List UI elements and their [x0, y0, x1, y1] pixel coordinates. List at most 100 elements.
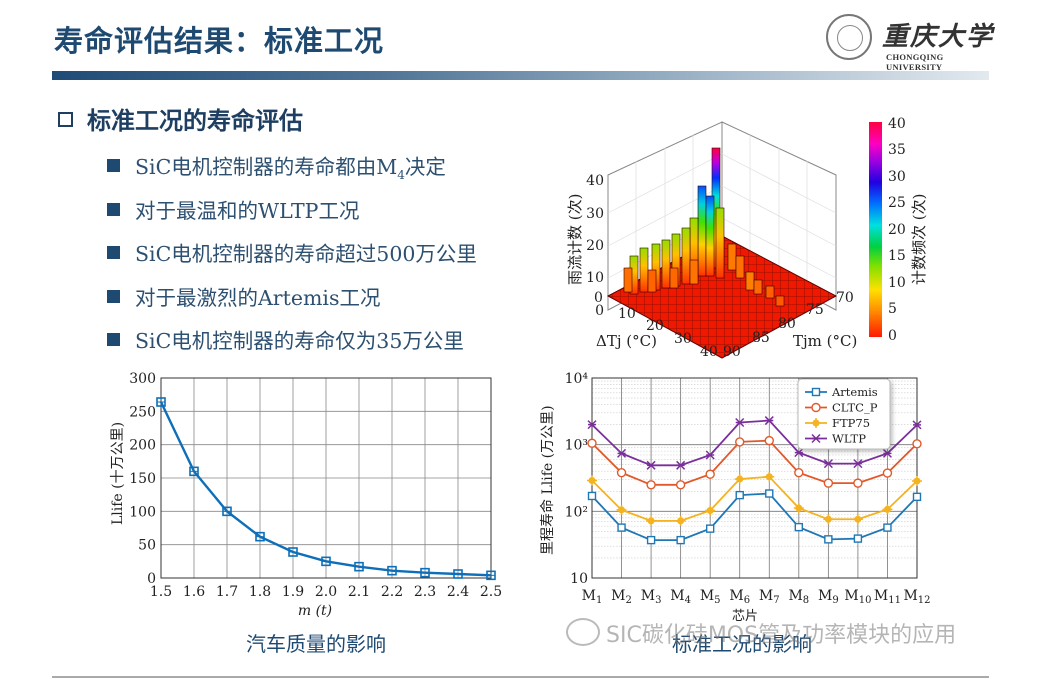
x-tick: 1.7 — [216, 584, 238, 600]
z-tick: 30 — [586, 206, 604, 222]
left-chart-caption: 汽车质量的影响 — [246, 632, 386, 656]
legend-label: FTP75 — [832, 416, 870, 430]
mass-influence-chart: 0 50 100 150 200 250 300 1.5 1.6 1.7 1.8 1.9 2.0 2.1 2… — [110, 371, 502, 619]
x-tick: M10 — [844, 588, 871, 606]
colorbar-tick: 20 — [888, 222, 906, 238]
y-tick: 200 — [129, 438, 156, 454]
bullet-subscript: 4 — [397, 168, 405, 183]
checkbox-bullet-icon — [58, 112, 73, 127]
bullet-text: SiC电机控制器的寿命仅为35万公里 — [135, 329, 464, 353]
z-tick: 0 — [595, 303, 604, 319]
colorbar-tick: 30 — [888, 169, 906, 185]
square-bullet-icon — [107, 289, 120, 303]
colorbar-tick: 15 — [888, 248, 906, 264]
z-axis-label: 雨流计数 (次) — [566, 194, 584, 285]
x-tick: M12 — [903, 588, 930, 606]
colorbar-label: 计数频次 (次) — [910, 194, 928, 285]
y-tick: 250 — [129, 404, 156, 420]
colorbar-tick: 25 — [888, 195, 906, 211]
x-tick: 2.4 — [447, 584, 469, 600]
x-axis-label: ΔTj (°C) — [596, 332, 657, 350]
x-tick: 2.2 — [381, 584, 403, 600]
colorbar-tick: 35 — [888, 142, 906, 158]
university-seal-icon — [826, 14, 872, 60]
x-tick: 2.1 — [348, 584, 370, 600]
y-tick: 10³ — [565, 438, 588, 454]
x-tick: 0 — [594, 290, 603, 306]
z-tick: 10 — [586, 270, 604, 286]
y-tick: 300 — [129, 371, 156, 387]
y-tick: 0 — [147, 571, 156, 587]
logo-english-name: CHONGQING UNIVERSITY — [886, 52, 944, 72]
y-tick: 50 — [138, 538, 156, 554]
x-tick: M3 — [641, 588, 662, 606]
series-cltc-p — [587, 435, 922, 490]
colorbar-tick: 10 — [888, 275, 906, 291]
x-tick: 2.3 — [414, 584, 436, 600]
colorbar-tick: 40 — [888, 116, 906, 132]
series-artemis — [587, 489, 922, 545]
y-tick: 90 — [723, 344, 741, 360]
bullet-item: SiC电机控制器的寿命都由M4决定 — [107, 150, 477, 194]
x-tick: M4 — [670, 588, 691, 606]
x-tick: M5 — [700, 588, 721, 606]
section-title: 标准工况的寿命评估 — [87, 107, 303, 135]
university-logo: 重庆大学 CHONGQING UNIVERSITY — [826, 14, 996, 72]
bullet-item: 对于最激烈的Artemis工况 — [107, 281, 477, 325]
x-tick: M7 — [759, 588, 780, 606]
y-tick: 85 — [752, 330, 770, 346]
watermark-text: SIC碳化硅MOS管及功率模块的应用 — [606, 623, 957, 648]
z-tick: 20 — [586, 238, 604, 254]
title-banner — [52, 71, 989, 80]
bullet-text: 对于最温和的WLTP工况 — [135, 198, 360, 223]
square-bullet-icon — [107, 246, 120, 259]
x-tick: 20 — [646, 318, 664, 334]
bullet-text: 对于最激烈的Artemis工况 — [135, 285, 381, 310]
x-tick: 30 — [674, 331, 692, 347]
wechat-icon — [566, 618, 600, 646]
bullet-item: 对于最温和的WLTP工况 — [107, 194, 477, 238]
section-heading: 标准工况的寿命评估 — [58, 101, 303, 136]
colorbar — [869, 122, 882, 337]
legend-label: Artemis — [831, 385, 878, 399]
y-tick: 10⁴ — [565, 371, 589, 387]
footer-rule — [52, 676, 989, 678]
y-axis-label: Llife (十万公里) — [110, 422, 126, 525]
bullet-text: SiC电机控制器的寿命都由M — [135, 155, 398, 179]
legend-item: CLTC_P — [805, 401, 878, 415]
x-axis-label: m (t) — [298, 603, 332, 619]
y-tick: 75 — [806, 302, 824, 318]
legend-label: WLTP — [832, 432, 866, 446]
bullet-text: SiC电机控制器的寿命超过500万公里 — [135, 242, 477, 266]
series-ftp75 — [587, 471, 922, 526]
logo-chinese-name: 重庆大学 — [882, 22, 995, 52]
colorbar-tick: 0 — [888, 328, 897, 344]
y-axis-label: 里程寿命 Llife (万公里) — [539, 405, 556, 555]
bullet-item: SiC电机控制器的寿命超过500万公里 — [107, 237, 477, 281]
rainflow-3d-histogram: 0 10 20 30 40 雨流计数 (次) 0 10 20 30 40 ΔTj… — [566, 116, 928, 360]
x-tick: 2.0 — [315, 584, 337, 600]
x-tick: 1.9 — [282, 584, 304, 600]
page-title: 寿命评估结果：标准工况 — [54, 24, 385, 58]
legend-item: Artemis — [805, 385, 878, 399]
legend-item: WLTP — [805, 432, 866, 446]
bullet-item: SiC电机控制器的寿命仅为35万公里 — [107, 324, 477, 368]
legend-label: CLTC_P — [832, 401, 878, 415]
square-bullet-icon — [107, 333, 120, 346]
x-tick: 40 — [700, 344, 718, 360]
square-bullet-icon — [107, 159, 120, 172]
x-tick: 1.8 — [249, 584, 271, 600]
watermark: SIC碳化硅MOS管及功率模块的应用 — [566, 617, 956, 649]
x-tick: M1 — [582, 588, 603, 606]
right-chart-caption: 标准工况的影响 — [672, 632, 812, 656]
y-tick: 70 — [836, 290, 854, 306]
x-tick: M8 — [788, 588, 809, 606]
x-tick: 1.5 — [150, 584, 172, 600]
y-tick: 100 — [129, 504, 156, 520]
x-tick: 2.5 — [480, 584, 502, 600]
x-tick: M2 — [611, 588, 632, 606]
square-bullet-icon — [107, 202, 120, 216]
x-tick: M11 — [874, 588, 901, 606]
